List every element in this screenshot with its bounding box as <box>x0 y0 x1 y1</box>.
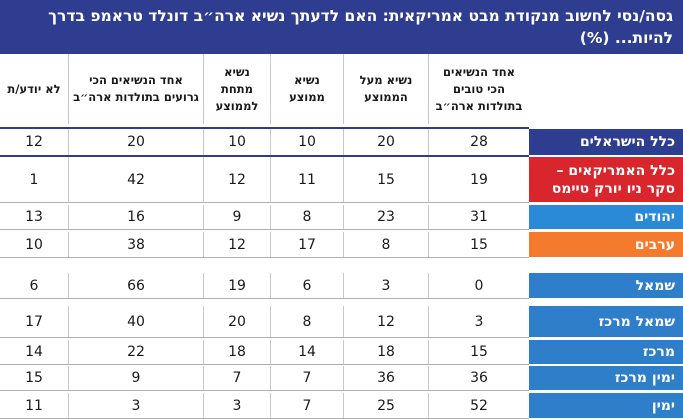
column-header: נשיא מתחת לממוצע <box>203 54 270 124</box>
column-header: אחד הנשיאים הכי גרועים בתולדות ארה״ב <box>68 54 203 124</box>
data-cell: 36 <box>343 366 428 390</box>
data-cell: 7 <box>203 366 270 390</box>
data-cell: 3 <box>203 393 270 418</box>
data-cell: 25 <box>343 393 428 418</box>
column-header: נשיא מעל הממוצע <box>343 54 428 124</box>
data-cell: 3 <box>343 273 428 298</box>
row-label: ערבים <box>529 232 683 257</box>
data-cell: 12 <box>343 306 428 337</box>
row-label: שמאל מרכז <box>529 306 683 337</box>
data-cell: 20 <box>203 306 270 337</box>
row-divider <box>0 298 529 299</box>
data-cell: 7 <box>270 366 343 390</box>
header-divider <box>0 127 529 129</box>
data-cell: 40 <box>68 306 203 337</box>
table-row: יהודים 31 23 8 9 16 13 <box>0 205 683 229</box>
row-label: ימין מרכז <box>529 366 683 390</box>
row-label: מרכז <box>529 340 683 364</box>
table-row: ימין 52 25 7 3 3 11 <box>0 393 683 418</box>
data-cell: 66 <box>68 273 203 298</box>
table-row: מרכז 15 18 14 18 22 14 <box>0 340 683 364</box>
table-title: גסה/נסי לחשוב מנקודת מבט אמריקאית: האם ל… <box>0 0 683 54</box>
data-cell: 3 <box>68 393 203 418</box>
table-row: שמאל 0 3 6 19 66 6 <box>0 273 683 298</box>
data-cell: 8 <box>270 205 343 229</box>
data-cell: 10 <box>203 129 270 155</box>
data-cell: 12 <box>203 232 270 257</box>
row-label: כלל הישראלים <box>529 129 683 155</box>
data-cell: 7 <box>270 393 343 418</box>
row-label: שמאל <box>529 273 683 298</box>
data-cell: 15 <box>343 157 428 202</box>
row-divider <box>0 364 529 365</box>
data-cell: 14 <box>25 344 43 360</box>
data-cell: 19 <box>428 157 529 202</box>
column-header: נשיא ממוצע <box>270 54 343 124</box>
data-cell: 13 <box>25 209 43 225</box>
row-divider <box>0 390 529 391</box>
data-cell: 20 <box>343 129 428 155</box>
data-cell: 28 <box>428 129 529 155</box>
data-cell: 38 <box>68 232 203 257</box>
data-cell: 18 <box>203 340 270 364</box>
data-cell: 18 <box>343 340 428 364</box>
column-header: אחד הנשיאים הכי טובים בתולדות ארה״ב <box>428 54 529 124</box>
data-cell: 9 <box>68 366 203 390</box>
data-cell: 10 <box>25 236 43 253</box>
data-cell: 15 <box>25 370 43 386</box>
row-divider <box>0 229 529 230</box>
data-cell: 36 <box>428 366 529 390</box>
table-row: שמאל מרכז 3 12 8 20 40 17 <box>0 306 683 337</box>
data-cell: 3 <box>428 306 529 337</box>
data-cell: 14 <box>270 340 343 364</box>
data-cell: 15 <box>428 232 529 257</box>
data-cell: 9 <box>203 205 270 229</box>
data-cell: 15 <box>428 340 529 364</box>
data-cell: 52 <box>428 393 529 418</box>
data-cell: 22 <box>68 340 203 364</box>
data-cell: 17 <box>270 232 343 257</box>
data-cell: 0 <box>428 273 529 298</box>
data-cell: 12 <box>25 134 43 150</box>
row-divider <box>0 155 529 157</box>
column-header: לא יודע/ת <box>7 81 61 96</box>
data-cell: 11 <box>25 397 43 414</box>
data-cell: 6 <box>270 273 343 298</box>
row-label: כלל האמריקאים – סקר ניו יורק טיימס <box>529 157 683 202</box>
table-row: כלל האמריקאים – סקר ניו יורק טיימס 19 15 11… <box>0 157 683 202</box>
row-divider <box>0 337 529 338</box>
row-label: יהודים <box>529 205 683 229</box>
data-cell: 42 <box>68 157 203 202</box>
data-cell: 19 <box>203 273 270 298</box>
row-divider <box>0 202 529 203</box>
table-row: ערבים 15 8 17 12 38 10 <box>0 232 683 257</box>
row-label: ימין <box>529 393 683 418</box>
data-cell: 17 <box>25 313 43 330</box>
data-cell: 10 <box>270 129 343 155</box>
data-cell: 23 <box>343 205 428 229</box>
data-cell: 1 <box>29 171 39 188</box>
data-cell: 8 <box>343 232 428 257</box>
data-cell: 20 <box>68 129 203 155</box>
data-cell: 16 <box>68 205 203 229</box>
data-cell: 11 <box>270 157 343 202</box>
data-cell: 6 <box>29 277 39 294</box>
data-cell: 8 <box>270 306 343 337</box>
data-cell: 12 <box>203 157 270 202</box>
data-cell: 31 <box>428 205 529 229</box>
row-divider <box>0 257 529 258</box>
table-row: כלל הישראלים 28 20 10 10 20 12 <box>0 129 683 155</box>
table-row: ימין מרכז 36 36 7 7 9 15 <box>0 366 683 390</box>
